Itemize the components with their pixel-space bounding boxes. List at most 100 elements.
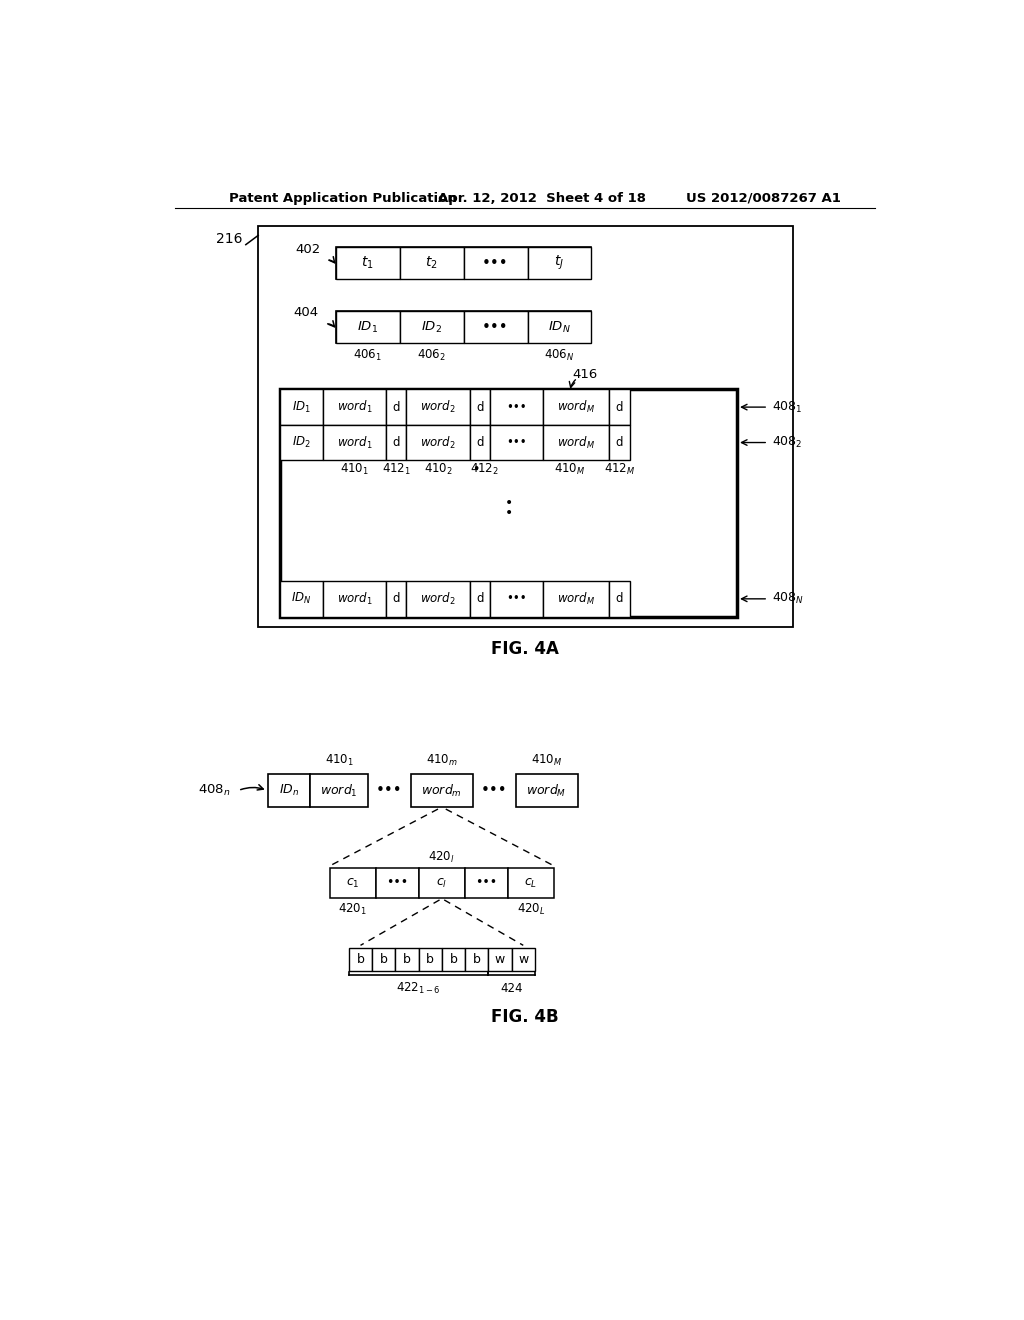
Text: •: • [505,507,513,520]
Text: $408_1$: $408_1$ [772,400,803,414]
Text: $word_M$: $word_M$ [526,783,566,799]
Text: •••: ••• [506,436,526,449]
Bar [386,389,407,425]
Bar [608,389,630,425]
Text: Apr. 12, 2012  Sheet 4 of 18: Apr. 12, 2012 Sheet 4 of 18 [438,191,646,205]
Text: $410_1$: $410_1$ [325,752,353,768]
Bar [508,869,554,898]
Text: •: • [472,463,479,477]
Text: $word_2$: $word_2$ [420,399,456,416]
Text: •••: ••• [482,256,509,271]
Text: $406_1$: $406_1$ [353,348,382,363]
Text: $word_M$: $word_M$ [557,434,595,450]
Text: FIG. 4A: FIG. 4A [490,640,559,657]
Bar [407,389,470,425]
Text: w: w [518,953,528,966]
Bar [323,425,386,461]
Text: $word_2$: $word_2$ [420,434,456,450]
Text: d: d [392,400,400,413]
Bar [407,581,470,616]
Text: $ID_1$: $ID_1$ [357,319,378,334]
Text: $word_1$: $word_1$ [337,591,372,607]
Bar [386,425,407,461]
Text: $word_M$: $word_M$ [557,399,595,416]
Bar [470,389,489,425]
Bar [470,581,489,616]
Text: 404: 404 [294,306,318,319]
Bar [527,247,592,280]
Bar [465,948,488,970]
Bar [464,312,527,343]
Text: $412_M$: $412_M$ [603,462,635,477]
Text: 402: 402 [295,243,321,256]
Text: $408_n$: $408_n$ [198,783,230,799]
Bar [336,312,399,343]
Text: •••: ••• [506,400,526,413]
Text: b: b [356,953,365,966]
Text: $406_N$: $406_N$ [544,348,574,363]
Text: $word_1$: $word_1$ [321,783,358,799]
Bar [372,948,395,970]
Text: d: d [476,593,483,606]
Text: $410_1$: $410_1$ [340,462,369,477]
Text: d: d [476,400,483,413]
Text: •••: ••• [482,319,509,334]
Bar [608,581,630,616]
Text: US 2012/0087267 A1: US 2012/0087267 A1 [686,191,841,205]
Text: $410_m$: $410_m$ [426,752,458,768]
Text: $c_L$: $c_L$ [524,876,538,890]
Text: $ID_2$: $ID_2$ [421,319,442,334]
Bar [465,869,508,898]
Text: $406_2$: $406_2$ [417,348,446,363]
Bar [489,581,543,616]
Text: •••: ••• [475,876,498,890]
Bar [419,948,442,970]
Bar [386,581,407,616]
Bar [515,775,578,807]
Text: $420_L$: $420_L$ [517,903,546,917]
Text: •••: ••• [506,593,526,606]
Bar [267,775,310,807]
Text: •: • [505,495,513,510]
Text: $word_2$: $word_2$ [420,591,456,607]
Text: $408_2$: $408_2$ [772,436,803,450]
Bar [395,948,419,970]
Text: w: w [495,953,505,966]
Bar [330,869,376,898]
Bar [336,312,592,343]
Text: $422_{1-6}$: $422_{1-6}$ [396,981,441,997]
Text: b: b [426,953,434,966]
Bar [280,389,323,425]
Text: d: d [392,436,400,449]
Bar [336,247,399,280]
Bar [399,247,464,280]
Bar [280,389,737,616]
Text: $c_l$: $c_l$ [436,876,447,890]
Text: $word_M$: $word_M$ [557,591,595,607]
Text: $ID_N$: $ID_N$ [291,591,311,606]
Text: $c_1$: $c_1$ [346,876,359,890]
Bar [543,425,608,461]
Text: •••: ••• [386,876,409,890]
Text: b: b [473,953,480,966]
Text: $410_M$: $410_M$ [530,752,562,768]
Text: d: d [615,436,623,449]
Bar [464,247,527,280]
Bar [323,581,386,616]
Bar [336,247,592,280]
Text: $412_1$: $412_1$ [382,462,411,477]
Text: d: d [476,436,483,449]
Bar [310,775,369,807]
Text: b: b [450,953,458,966]
Text: $word_1$: $word_1$ [337,399,372,416]
Bar [608,425,630,461]
Bar [280,581,323,616]
Bar [280,425,323,461]
Bar [323,389,386,425]
Text: $ID_2$: $ID_2$ [292,436,310,450]
Text: •••: ••• [481,783,508,799]
Text: 416: 416 [572,367,598,380]
Text: $420_1$: $420_1$ [338,903,368,917]
Bar [376,869,419,898]
Bar [543,581,608,616]
